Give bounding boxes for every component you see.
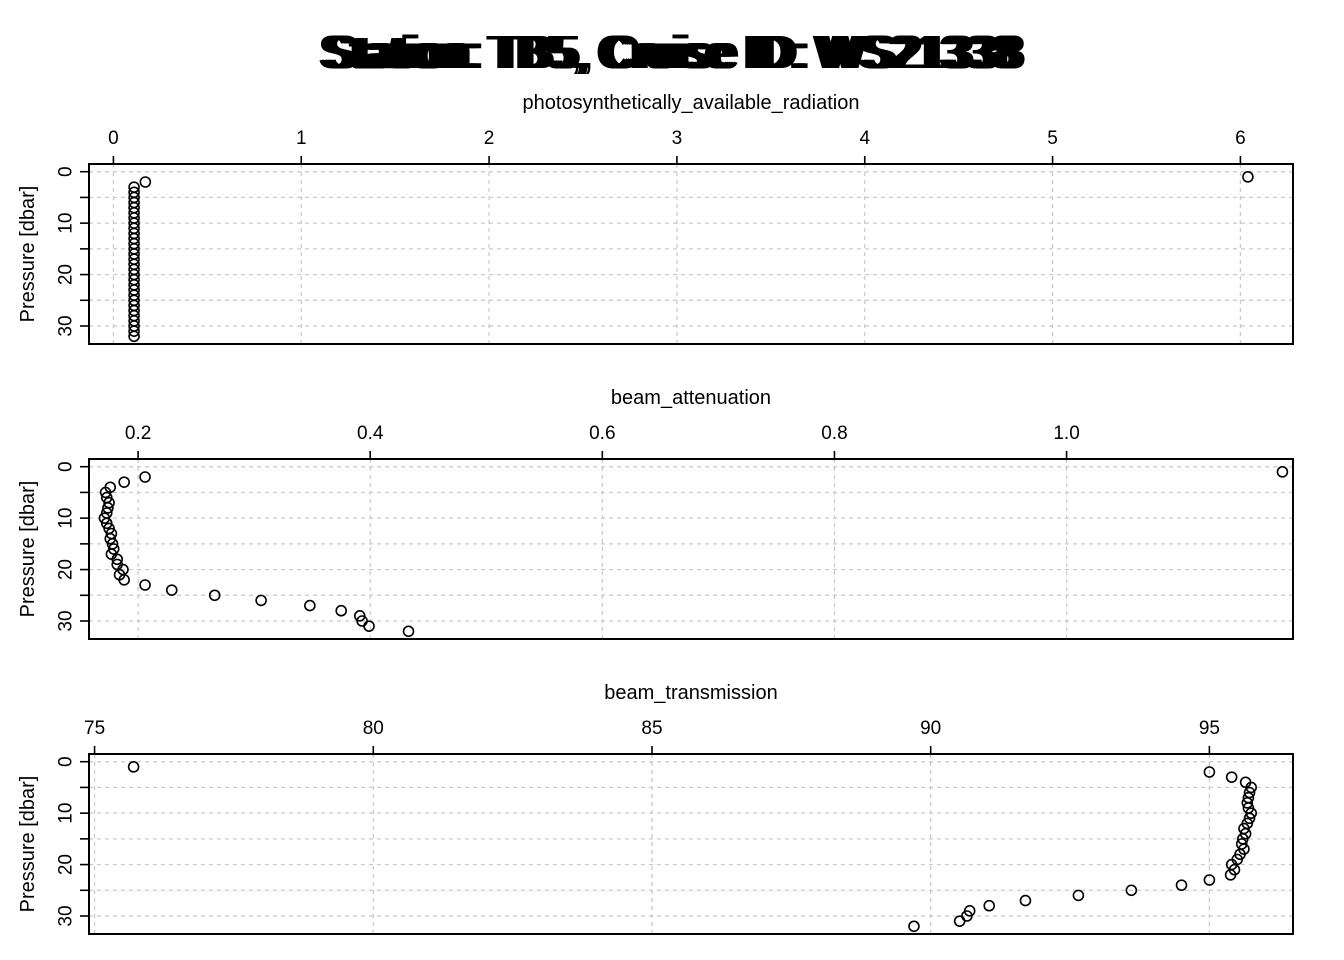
par-panel: 0 1 2 3 4 5 6 photosynthetically_available_radi… [17,92,1294,345]
x-tick-label: 0.4 [357,423,384,444]
data-point [953,915,966,927]
figure-title-text: Station: TB5, Cruise ID: WS21338 [320,26,1017,78]
data-point [128,325,140,337]
data-point [335,604,347,617]
data-point [363,620,375,632]
x-tick-label: 3 [672,128,683,149]
data-point [1245,781,1257,794]
y-tick-label: 10 [56,213,77,234]
data-point [908,920,920,933]
data-point [208,589,221,602]
data-point [1241,797,1254,809]
data-point [1225,771,1238,783]
plot-frame [88,458,1294,640]
y-tick-label: 20 [56,854,77,875]
data-point [1276,466,1289,478]
y-tick-label: 30 [56,610,77,631]
x-axis-label: beam_attenuation [611,387,771,409]
y-tick-label: 0 [56,461,77,472]
x-tick-label: 1 [296,128,307,149]
y-tick-label: 10 [56,803,77,824]
x-tick-label: 0.2 [125,423,151,444]
data-point [165,584,178,596]
x-tick-label: 6 [1235,128,1246,149]
y-axis-label: Pressure [dbar] [17,481,39,618]
data-point [1019,894,1032,907]
data-point [1203,874,1216,886]
y-tick-label: 30 [56,905,77,926]
data-point [118,476,130,488]
figure-title-text: Station: TB5, Cruise ID: WS21338 [322,26,1019,78]
x-tick-label: 5 [1047,128,1058,149]
x-tick-label: 80 [363,718,384,739]
beam-transmission-panel: 75 80 85 90 95 beam_transmission 0 10 20 30 Pressu… [17,682,1294,935]
data-point [983,899,996,912]
data-point [118,574,130,586]
data-point [128,330,140,343]
data-point [1224,869,1237,881]
x-tick-label: 95 [1199,718,1220,739]
data-point [1175,879,1188,891]
x-axis-label: photosynthetically_available_radiation [523,92,860,114]
data-point [1125,884,1138,897]
plot-frame [88,163,1294,345]
data-point [139,579,151,591]
data-point [1245,807,1257,819]
data-point [1072,889,1085,902]
data-point [1242,171,1254,183]
x-tick-label: 0.6 [589,423,615,444]
x-tick-label: 75 [84,718,105,739]
y-tick-label: 10 [56,508,77,529]
y-tick-label: 20 [56,264,77,285]
plot-frame [88,753,1294,935]
y-tick-label: 0 [56,166,77,177]
data-point [99,486,112,499]
y-tick-label: 20 [56,559,77,580]
y-axis-label: Pressure [dbar] [17,186,39,323]
figure-title-text: Station: TB5, Cruise ID: WS21338 [317,26,1014,78]
x-tick-label: 90 [920,718,941,739]
x-tick-label: 2 [484,128,495,149]
x-tick-label: 0.8 [821,423,847,444]
figure-title: Station: TB5, Cruise ID: WS21338Station:… [317,26,1026,78]
data-point [255,594,267,607]
figure-title-text: Station: TB5, Cruise ID: WS21338 [326,26,1023,78]
data-point [1203,766,1216,778]
x-axis-label: beam_transmission [604,682,777,704]
data-point [304,599,316,612]
data-point [139,471,151,483]
x-tick-label: 85 [641,718,662,739]
x-tick-label: 4 [859,128,870,149]
data-point [127,761,140,773]
data-point [139,176,152,188]
y-axis-label: Pressure [dbar] [17,776,39,913]
x-tick-label: 1.0 [1053,423,1079,444]
data-point [1243,812,1256,825]
figure-title-text: Station: TB5, Cruise ID: WS21338 [329,26,1026,78]
beam-attenuation-panel: 0.2 0.4 0.6 0.8 1.0 beam_attenuation 0 10 20 30 Pr… [17,387,1294,640]
data-point [111,553,124,566]
y-tick-label: 30 [56,315,77,336]
x-tick-label: 0 [108,128,119,149]
figure-title-text: Station: TB5, Cruise ID: WS21338 [324,26,1021,78]
data-point [102,502,114,514]
y-tick-label: 0 [56,756,77,767]
data-point [402,625,415,638]
